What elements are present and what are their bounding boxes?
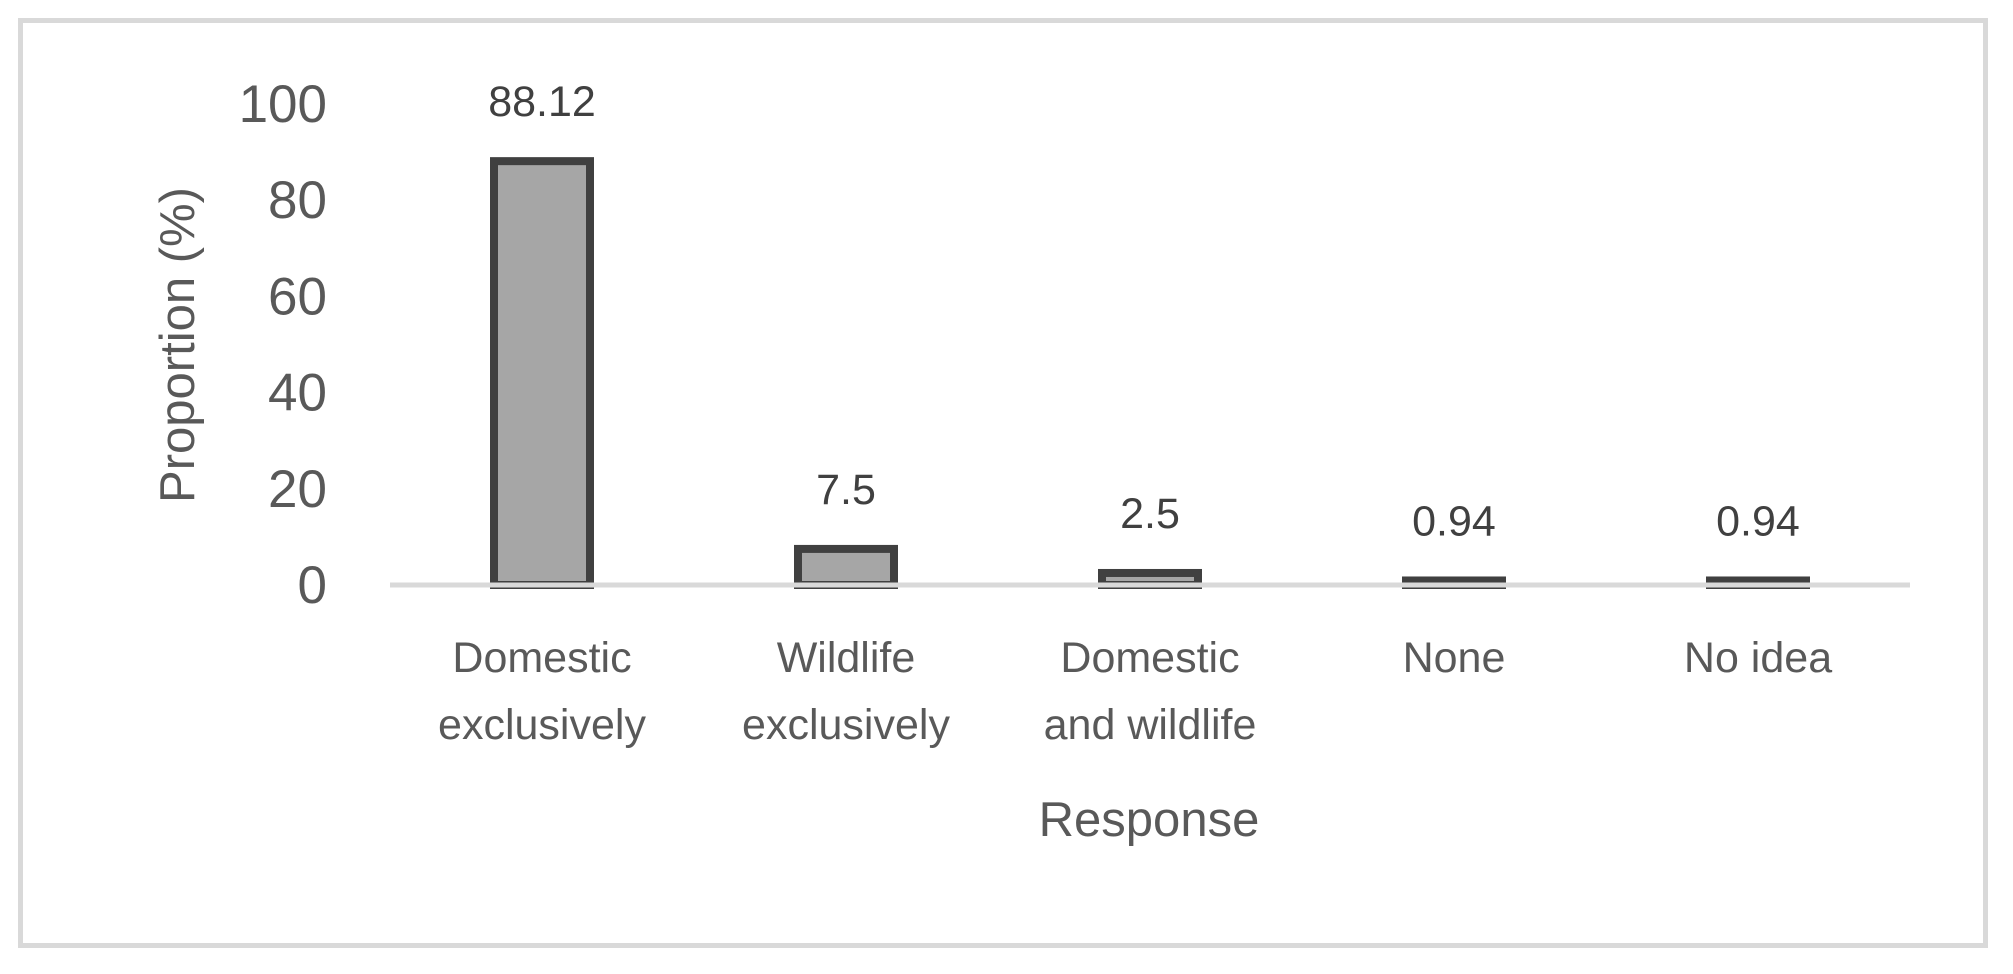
category-label-line: Wildlife [777,634,916,682]
y-axis-ticks: 0 20 40 60 80 100 [239,75,327,615]
y-tick-label: 0 [298,556,327,615]
category-label: Domestic and wildlife [1044,634,1257,749]
category-label-line: Domestic [1060,634,1239,682]
category-label: Wildlife exclusively [742,634,950,749]
data-label: 0.94 [1716,497,1800,545]
chart-frame [18,18,1988,948]
bars [490,157,1810,590]
category-label: No idea [1684,634,1832,682]
category-label-line: Domestic [452,634,631,682]
y-tick-label: 20 [268,460,327,519]
category-label-line: None [1403,634,1506,682]
y-tick-label: 100 [239,75,327,134]
bar [794,544,898,589]
data-label: 7.5 [816,466,876,514]
data-labels: 88.12 7.5 2.5 0.94 0.94 [488,78,1800,545]
y-axis-title: Proportion (%) [151,187,205,503]
category-label-line: exclusively [742,701,950,749]
category-label-line: No idea [1684,634,1832,682]
y-tick-label: 60 [268,267,327,326]
category-label-line: exclusively [438,701,646,749]
x-axis-title: Response [1039,793,1260,847]
category-label-line: and wildlife [1044,701,1257,749]
y-tick-label: 80 [268,171,327,230]
bar [490,157,594,590]
data-label: 88.12 [488,78,596,126]
data-label: 0.94 [1412,497,1496,545]
category-label: None [1403,634,1506,682]
category-label: Domestic exclusively [438,634,646,749]
y-tick-label: 40 [268,364,327,423]
data-label: 2.5 [1120,490,1180,538]
